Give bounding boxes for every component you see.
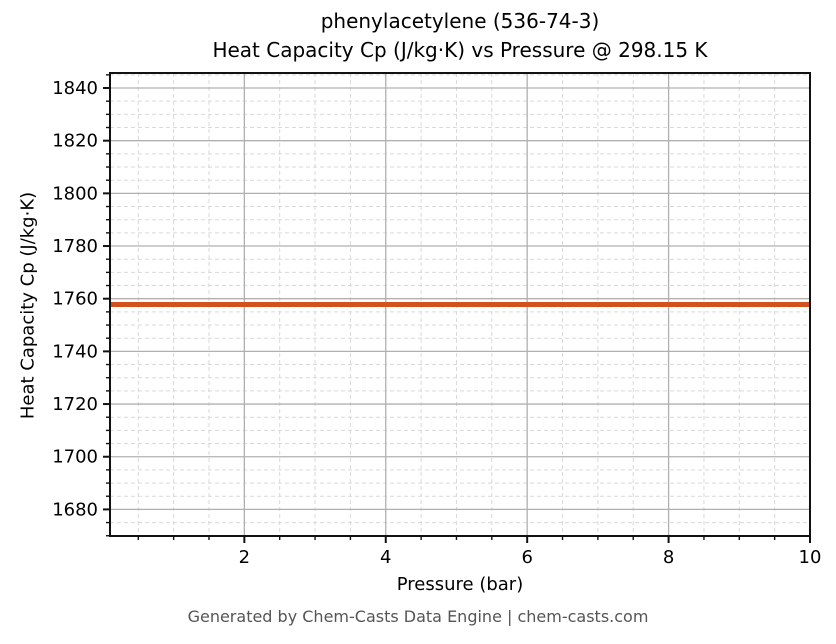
y-tick-label: 1720 [52,394,98,415]
y-tick-label: 1780 [52,236,98,257]
chart-title-line-1: phenylacetylene (536-74-3) [320,9,600,33]
y-tick-label: 1760 [52,289,98,310]
chart-title: phenylacetylene (536-74-3) Heat Capacity… [110,7,810,65]
x-tick-label: 2 [239,547,250,568]
y-tick-label: 1820 [52,131,98,152]
x-axis-label: Pressure (bar) [396,574,524,595]
x-tick-label: 6 [521,547,532,568]
x-tick-label: 4 [380,547,391,568]
x-tick-label: 8 [663,547,674,568]
axes-spines [109,72,811,537]
x-tick-label: 10 [799,547,822,568]
y-tick-label: 1740 [52,341,98,362]
watermark-text: Generated by Chem-Casts Data Engine | ch… [187,607,649,626]
y-tick-label: 1700 [52,447,98,468]
chart-title-line-2: Heat Capacity Cp (J/kg·K) vs Pressure @ … [212,38,708,62]
y-tick-label: 1840 [52,78,98,99]
y-tick-label: 1800 [52,183,98,204]
y-tick-label: 1680 [52,499,98,520]
